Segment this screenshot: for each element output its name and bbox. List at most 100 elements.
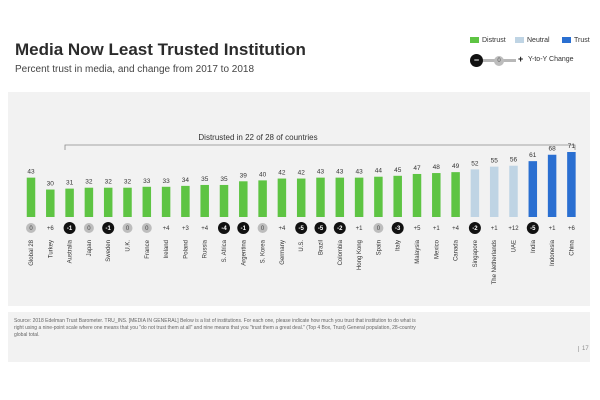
bar-value-label: 33 (143, 178, 151, 185)
bar (316, 177, 325, 217)
bar-value-label: 31 (66, 180, 74, 187)
change-label: -1 (106, 226, 112, 232)
footer-panel: Source: 2018 Edelman Trust Barometer. TR… (8, 312, 590, 362)
category-label: Indonesia (550, 239, 556, 266)
category-label: Canada (454, 239, 460, 261)
change-label: 0 (261, 226, 265, 232)
bar-value-label: 45 (394, 167, 402, 174)
bar (547, 154, 557, 217)
change-marker (141, 223, 152, 233)
bar-value-label: 56 (510, 157, 518, 164)
bar (335, 177, 345, 217)
bar-value-label: 43 (336, 169, 344, 176)
change-label: 0 (145, 226, 149, 232)
bar (509, 165, 518, 217)
change-label: -4 (221, 226, 227, 232)
category-label: Germany (280, 240, 286, 265)
category-label: Poland (183, 240, 189, 259)
change-marker (218, 222, 230, 234)
legend-swatch-distrust (470, 37, 479, 44)
change-label: -3 (395, 226, 401, 232)
legend-swatch-trust (562, 37, 571, 44)
change-label: +12 (508, 226, 519, 232)
bar (489, 166, 499, 217)
bar (374, 176, 383, 217)
category-label: Turkey (48, 240, 54, 258)
bar-value-label: 34 (182, 177, 190, 184)
bar (393, 175, 402, 217)
bar-value-label: 30 (47, 181, 55, 188)
bar (65, 188, 74, 217)
change-legend-zero: 0 (494, 56, 504, 66)
bar (258, 180, 267, 217)
category-label: Mexico (434, 239, 440, 259)
bar-value-label: 71 (568, 143, 576, 150)
change-label: +1 (549, 226, 557, 232)
change-label: -2 (472, 226, 478, 232)
category-label: India (531, 239, 537, 253)
category-label: S. Africa (222, 239, 228, 262)
change-legend-label: Y-to-Y Change (528, 56, 574, 63)
legend-label-distrust: Distrust (482, 37, 506, 44)
bar (412, 173, 422, 217)
bar-value-label: 32 (124, 179, 132, 186)
change-label: 0 (29, 226, 33, 232)
change-label: 0 (87, 226, 91, 232)
bar-value-label: 55 (491, 158, 499, 165)
change-label: +1 (491, 226, 499, 232)
change-label: +6 (47, 226, 55, 232)
change-marker (314, 222, 327, 234)
change-label: +4 (452, 226, 460, 232)
bracket-line (64, 144, 576, 150)
page-number: 17 (578, 346, 589, 352)
category-label: UAE (512, 240, 518, 252)
bar (26, 177, 36, 217)
category-label: S. Korea (261, 239, 267, 263)
category-label: Argentina (241, 239, 247, 265)
source-footnote: Source: 2018 Edelman Trust Barometer. TR… (14, 318, 416, 338)
bar (219, 184, 229, 217)
change-marker (295, 222, 308, 234)
bracket-label: Distrusted in 22 of 28 of countries (198, 133, 317, 142)
bar-value-label: 42 (298, 170, 306, 177)
bar-value-label: 43 (317, 169, 325, 176)
bar (46, 189, 55, 217)
bar (161, 186, 171, 217)
category-label: Singapore (473, 239, 479, 267)
bar-value-label: 44 (375, 168, 383, 175)
category-label: France (145, 239, 151, 258)
change-label: +5 (414, 226, 422, 232)
bar (277, 178, 287, 217)
bar (123, 187, 132, 217)
legend-item-neutral: Neutral (515, 37, 550, 44)
category-label: Sweden (106, 240, 112, 262)
change-marker (257, 223, 268, 233)
change-label: +6 (568, 226, 576, 232)
change-marker (468, 222, 481, 234)
change-label: +4 (163, 226, 171, 232)
bar (567, 152, 576, 217)
bar (296, 178, 306, 217)
bar (84, 187, 94, 217)
bar (528, 161, 538, 217)
bar-value-label: 33 (162, 178, 170, 185)
change-legend-plus: + (518, 54, 524, 64)
change-label: +1 (356, 226, 364, 232)
change-marker (237, 222, 250, 234)
change-label: +1 (433, 226, 441, 232)
bar (470, 169, 480, 217)
change-marker (373, 223, 384, 233)
bar-value-label: 40 (259, 171, 267, 178)
bar-value-label: 52 (471, 160, 479, 167)
page-title: Media Now Least Trusted Institution (15, 40, 306, 59)
category-label: Japan (87, 240, 93, 256)
change-label: -1 (241, 226, 247, 232)
change-marker (63, 222, 76, 234)
change-label: 0 (126, 226, 130, 232)
change-marker (526, 222, 539, 234)
category-label: Italy (396, 240, 402, 251)
change-legend-minus: − (470, 54, 483, 67)
category-label: Colombia (338, 239, 344, 265)
